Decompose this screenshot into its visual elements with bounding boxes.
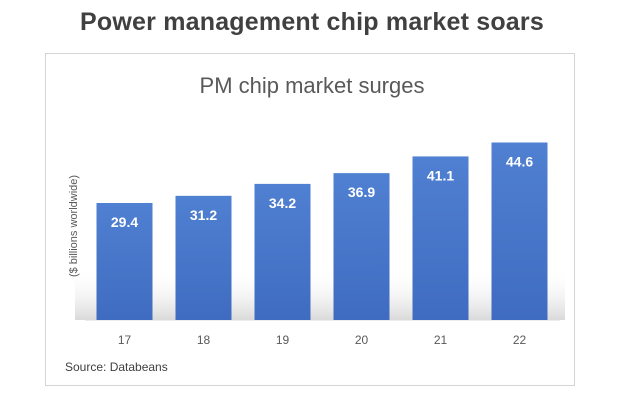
data-label-22: 44.6 [506,153,533,169]
y-axis-label: ($ billions worldwide) [68,175,80,277]
data-label-20: 36.9 [348,184,375,200]
x-tick-label-21: 21 [434,333,448,347]
bar-22 [491,142,548,320]
data-label-21: 41.1 [427,167,454,183]
plot-floor-shadow [75,268,565,320]
bar-19 [254,183,311,320]
data-label-19: 34.2 [269,195,296,211]
x-tick-label-17: 17 [118,333,132,347]
bar-17 [96,202,153,320]
x-tick-label-19: 19 [276,333,290,347]
x-tick-label-20: 20 [355,333,369,347]
data-label-17: 29.4 [111,214,138,230]
page-title: Power management chip market soars [80,8,544,36]
x-tick-label-22: 22 [513,333,527,347]
x-tick-label-18: 18 [197,333,211,347]
data-label-18: 31.2 [190,207,217,223]
source-note: Source: Databeans [65,360,168,374]
bars-group: 29.4 17 31.2 18 34.2 19 36.9 20 41.1 21 44.6 22 [96,142,548,347]
bar-20 [333,173,390,320]
chart-title: PM chip market surges [200,73,425,98]
bar-18 [175,195,232,320]
bar-21 [412,156,469,320]
